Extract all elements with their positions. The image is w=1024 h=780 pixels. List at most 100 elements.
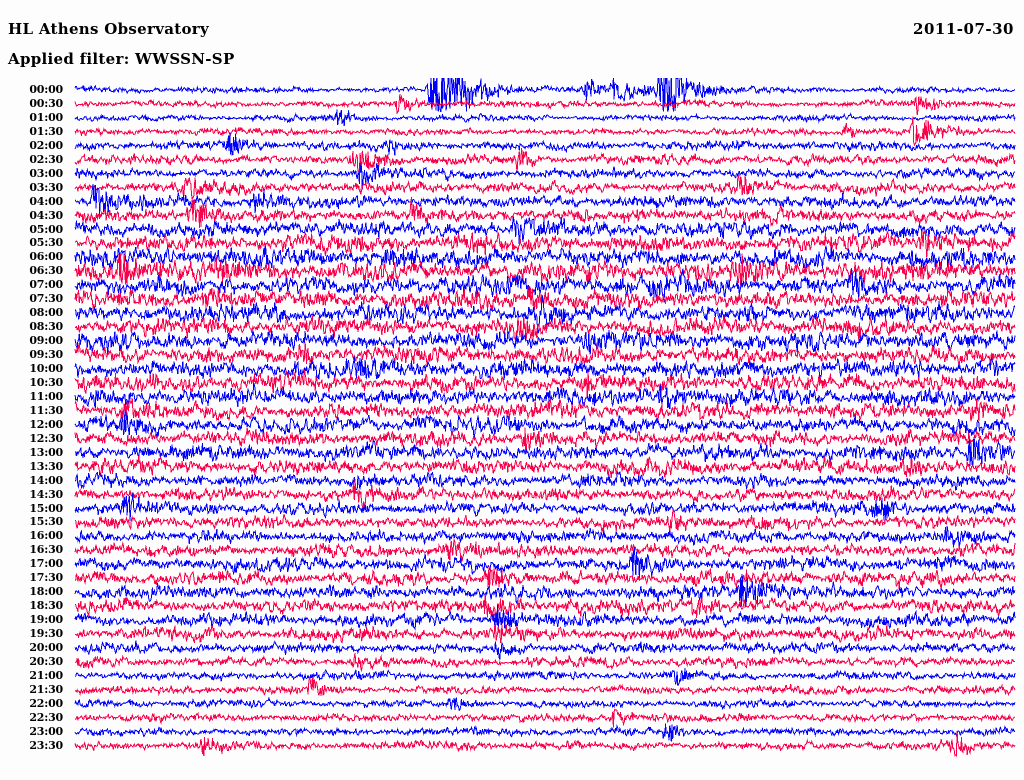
- seismic-trace: [74, 696, 1016, 712]
- seismic-trace: [74, 730, 1016, 757]
- seismic-trace: [74, 295, 1016, 334]
- seismic-trace: [74, 148, 1016, 174]
- time-tick-label: 21:00: [29, 668, 63, 682]
- time-tick-label: 09:00: [29, 334, 63, 348]
- time-tick-label: 04:00: [29, 194, 63, 208]
- seismic-trace: [74, 268, 1016, 303]
- time-tick-label: 05:30: [29, 236, 63, 250]
- time-tick-label: 12:00: [29, 417, 63, 431]
- time-tick-label: 07:30: [29, 292, 63, 306]
- seismic-trace: [74, 116, 1016, 147]
- seismic-trace: [74, 78, 1016, 113]
- time-tick-label: 11:00: [29, 389, 63, 403]
- seismic-trace: [74, 410, 1016, 438]
- seismic-trace: [74, 162, 1016, 190]
- seismic-trace: [74, 675, 1016, 697]
- time-tick-label: 02:00: [29, 138, 63, 152]
- seismic-trace: [74, 653, 1016, 672]
- time-tick-label: 13:00: [29, 445, 63, 459]
- time-tick-label: 13:30: [29, 459, 63, 473]
- seismic-trace: [74, 356, 1016, 381]
- time-tick-label: 02:30: [29, 152, 63, 166]
- time-tick-label: 20:00: [29, 641, 63, 654]
- time-tick-label: 06:00: [29, 250, 63, 264]
- seismic-trace: [74, 604, 1016, 631]
- helicorder-plot: 00:00 00:30 01:00 01:30 02:00 02:30 03:00 03:30…: [0, 78, 1024, 778]
- seismic-trace: [74, 245, 1016, 271]
- seismic-trace: [74, 329, 1016, 355]
- date-label: 2011-07-30: [913, 20, 1014, 38]
- time-tick-label: 16:00: [29, 529, 63, 543]
- time-tick-label: 15:30: [29, 515, 63, 529]
- seismic-trace: [74, 342, 1016, 367]
- seismic-trace: [74, 454, 1016, 478]
- seismic-trace: [74, 573, 1016, 607]
- time-tick-label: 08:00: [29, 306, 63, 320]
- seismic-trace: [74, 708, 1016, 728]
- seismic-trace: [74, 230, 1016, 258]
- seismic-trace: [74, 175, 1016, 201]
- seismic-trace: [74, 547, 1016, 579]
- seismic-trace: [74, 593, 1016, 621]
- time-tick-label: 20:30: [29, 654, 63, 668]
- seismic-trace: [74, 539, 1016, 562]
- time-tick-label: 15:00: [29, 501, 63, 515]
- time-tick-label: 19:30: [29, 627, 63, 641]
- time-tick-label: 03:00: [29, 166, 63, 180]
- time-tick-label: 23:30: [29, 738, 63, 752]
- seismic-trace: [74, 508, 1016, 535]
- seismic-trace: [74, 94, 1016, 116]
- seismic-trace: [74, 492, 1016, 521]
- seismic-trace: [74, 382, 1016, 410]
- time-tick-label: 04:30: [29, 208, 63, 222]
- time-tick-label: 18:30: [29, 599, 63, 613]
- time-tick-label: 06:30: [29, 264, 63, 278]
- seismic-trace: [74, 184, 1016, 215]
- seismic-trace: [74, 479, 1016, 509]
- time-tick-label: 07:00: [29, 278, 63, 292]
- filter-label: Applied filter: WWSSN-SP: [8, 50, 235, 68]
- time-tick-label: 09:30: [29, 348, 63, 362]
- time-tick-label: 22:00: [29, 696, 63, 710]
- time-tick-label: 14:30: [29, 487, 63, 501]
- seismic-trace: [74, 437, 1016, 468]
- time-tick-label: 18:00: [29, 585, 63, 599]
- time-tick-label: 10:00: [29, 362, 63, 375]
- seismic-trace: [74, 667, 1016, 687]
- time-tick-label: 10:30: [29, 375, 63, 389]
- seismic-trace: [74, 314, 1016, 342]
- time-tick-label: 03:30: [29, 180, 63, 194]
- time-tick-label: 11:30: [29, 403, 63, 417]
- seismic-trace: [74, 369, 1016, 399]
- seismic-trace: [74, 397, 1016, 422]
- time-tick-label: 17:00: [29, 557, 63, 571]
- seismic-trace: [74, 525, 1016, 548]
- time-tick-label: 01:30: [29, 124, 63, 138]
- seismic-trace: [74, 286, 1016, 312]
- time-tick-label: 14:00: [29, 473, 63, 487]
- time-tick-label: 22:30: [29, 710, 63, 724]
- time-tick-label: 16:30: [29, 543, 63, 557]
- seismic-trace: [74, 253, 1016, 286]
- seismic-trace: [74, 640, 1016, 660]
- seismic-trace: [74, 216, 1016, 245]
- page-title: HL Athens Observatory: [8, 20, 209, 38]
- seismic-trace: [74, 723, 1016, 742]
- time-tick-label: 08:30: [29, 320, 63, 334]
- time-tick-label: 12:30: [29, 431, 63, 445]
- seismic-trace: [74, 109, 1016, 127]
- seismic-trace: [74, 427, 1016, 455]
- time-tick-label: 21:30: [29, 682, 63, 696]
- seismic-trace: [74, 565, 1016, 590]
- time-tick-label: 23:00: [29, 724, 63, 738]
- time-tick-label: 00:30: [29, 96, 63, 110]
- time-tick-label: 19:00: [29, 613, 63, 627]
- time-tick-label: 17:30: [29, 571, 63, 585]
- trace-canvas: [74, 78, 1016, 757]
- time-tick-label: 00:00: [29, 83, 63, 96]
- time-tick-label: 05:00: [29, 222, 63, 236]
- seismic-trace: [74, 197, 1016, 229]
- time-tick-label: 01:00: [29, 110, 63, 124]
- seismic-trace: [74, 470, 1016, 491]
